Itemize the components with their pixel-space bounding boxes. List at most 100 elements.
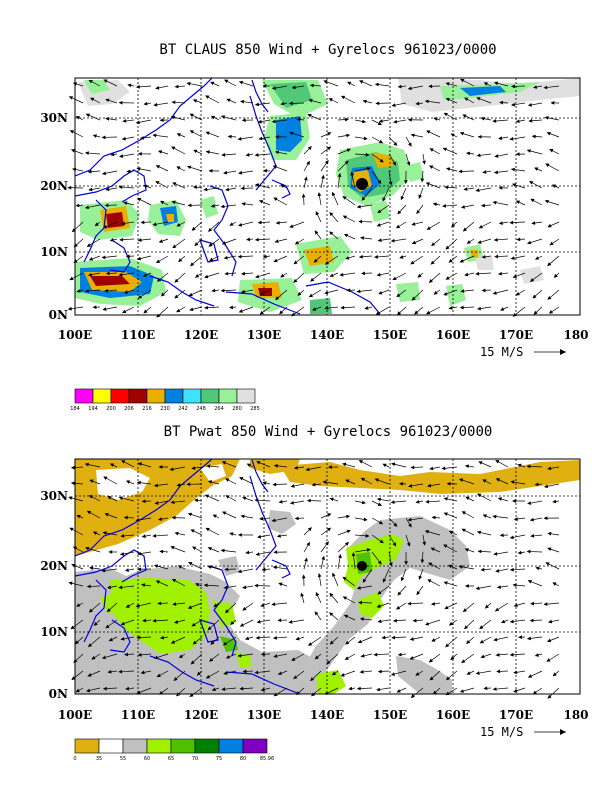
wind-arrowhead (459, 689, 464, 693)
wind-arrowhead (68, 496, 73, 500)
wind-arrowhead (356, 686, 361, 691)
panel2-x-label-160e: 160E (436, 708, 470, 722)
wind-arrowhead (337, 172, 342, 177)
wind-arrowhead (495, 460, 500, 464)
wind-arrowhead (445, 676, 451, 681)
wind-arrowhead (174, 294, 179, 299)
wind-arrowhead (373, 652, 378, 657)
wind-arrowhead (312, 307, 317, 311)
wind-arrowhead (170, 640, 176, 644)
wind-arrowhead (509, 652, 514, 657)
wind-arrowhead (493, 170, 498, 175)
wind-arrowhead (238, 170, 243, 175)
wind-arrowhead (102, 686, 107, 691)
panel1-legend-value: 280 (232, 406, 242, 412)
wind-arrowhead (160, 292, 165, 297)
panel1-legend-value: 264 (214, 406, 224, 412)
panel2-scale-label: 15 M/S (480, 725, 523, 739)
wind-arrowhead (397, 84, 402, 89)
panel1-legend-swatch (128, 388, 148, 404)
wind-arrowhead (459, 305, 464, 310)
wind-arrowhead (374, 82, 379, 87)
wind-arrowhead (329, 497, 334, 502)
wind-arrowhead (479, 639, 484, 644)
wind-arrowhead (482, 479, 487, 483)
wind-arrowhead (444, 185, 449, 190)
wind-arrowhead (222, 641, 228, 646)
wind-arrowhead (158, 239, 163, 243)
wind-arrowhead (137, 462, 143, 466)
wind-arrowhead (515, 119, 520, 123)
wind-arrowhead (68, 96, 74, 100)
wind-arrowhead (408, 523, 412, 528)
wind-arrowhead (478, 461, 483, 465)
wind-arrowhead (482, 514, 487, 518)
wind-arrowhead (189, 693, 194, 697)
wind-arrowhead (442, 147, 447, 152)
wind-arrowhead (254, 237, 259, 242)
wind-arrowhead (410, 260, 415, 265)
wind-arrowhead (260, 687, 265, 692)
wind-arrowhead (510, 256, 515, 260)
wind-arrowhead (324, 261, 330, 265)
wind-arrowhead (245, 152, 250, 157)
panel1-x-axis: 100E 110E 120E 130E 140E 150E 160E 170E … (58, 328, 589, 342)
wind-arrowhead (513, 688, 518, 693)
wind-arrowhead (409, 637, 414, 641)
wind-arrowhead (529, 618, 534, 623)
wind-arrowhead (176, 483, 181, 487)
wind-arrowhead (123, 201, 128, 205)
wind-arrowhead (254, 102, 260, 107)
wind-arrowhead (429, 165, 434, 169)
wind-arrowhead (301, 574, 306, 579)
panel2-y-label-10n: 10N (40, 625, 68, 639)
wind-arrowhead (176, 222, 181, 227)
wind-arrowhead (210, 204, 215, 208)
wind-arrowhead (406, 161, 411, 166)
wind-arrowhead (347, 81, 352, 86)
wind-arrowhead (178, 258, 183, 263)
wind-arrowhead (428, 279, 433, 283)
wind-arrowhead (76, 603, 81, 607)
wind-arrowhead (84, 462, 89, 467)
wind-arrowhead (257, 220, 262, 225)
panel1-legend-swatch (200, 388, 220, 404)
wind-arrowhead (240, 186, 245, 191)
wind-arrowhead (392, 618, 397, 623)
wind-arrowhead (326, 146, 332, 151)
wind-arrowhead (416, 590, 421, 596)
wind-arrowhead (174, 278, 179, 283)
panel1-y-label-30n: 30N (40, 111, 68, 125)
wind-arrowhead (550, 101, 555, 105)
panel2-legend-value: 0 (73, 756, 76, 762)
wind-arrowhead (194, 274, 200, 278)
wind-arrowhead (220, 548, 225, 553)
wind-arrowhead (526, 149, 531, 153)
wind-arrowhead (118, 669, 123, 674)
wind-arrowhead (288, 620, 293, 624)
wind-arrowhead (459, 478, 464, 482)
wind-arrowhead (136, 197, 142, 202)
wind-arrowhead (279, 310, 284, 315)
wind-arrowhead (445, 643, 450, 648)
wind-arrowhead (193, 149, 198, 154)
wind-arrowhead (177, 565, 183, 569)
wind-arrowhead (494, 254, 499, 259)
wind-arrowhead (358, 600, 363, 605)
wind-arrowhead (340, 673, 345, 677)
wind-arrowhead (529, 181, 534, 185)
wind-arrowhead (273, 550, 278, 555)
wind-arrowhead (207, 626, 212, 631)
panel1-cloud-field (75, 78, 580, 314)
wind-arrowhead (400, 196, 405, 201)
wind-arrowhead (356, 586, 361, 590)
wind-arrowhead (483, 82, 488, 86)
wind-arrowhead (204, 494, 210, 499)
wind-arrowhead (430, 547, 435, 552)
wind-arrowhead (92, 305, 97, 310)
wind-arrowhead (122, 309, 127, 314)
wind-arrowhead (155, 165, 161, 169)
wind-arrowhead (429, 148, 434, 152)
wind-arrowhead (448, 530, 454, 535)
wind-arrowhead (242, 496, 247, 501)
